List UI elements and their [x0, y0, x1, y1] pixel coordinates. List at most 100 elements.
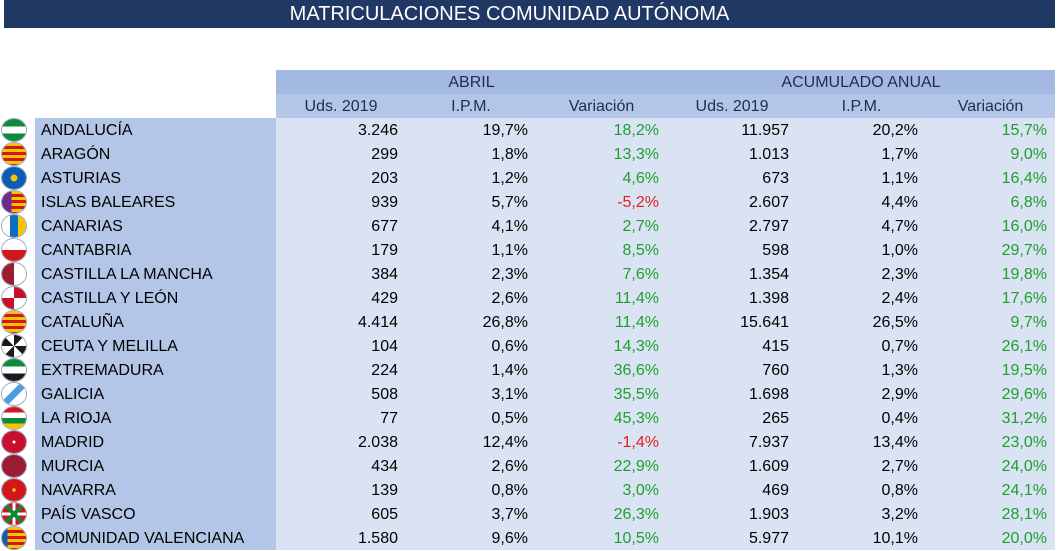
table-row: ISLAS BALEARES 939 5,7% -5,2% 2.607 4,4% 6,8% [0, 190, 1058, 214]
cell-acc-uds: 1.013 [667, 142, 797, 166]
cell-acc-uds: 15.641 [667, 310, 797, 334]
cell-uds: 224 [276, 358, 406, 382]
cell-acc-ipm: 0,8% [797, 478, 926, 502]
table-row: PAÍS VASCO 605 3,7% 26,3% 1.903 3,2% 28,1% [0, 502, 1058, 526]
cell-var: 36,6% [536, 358, 667, 382]
cell-acc-var: 19,5% [926, 358, 1055, 382]
cell-var: 3,0% [536, 478, 667, 502]
cell-acc-var: 20,0% [926, 526, 1055, 550]
cell-acc-ipm: 4,7% [797, 214, 926, 238]
cell-uds: 434 [276, 454, 406, 478]
column-header: Variación [926, 94, 1055, 118]
cell-acc-ipm: 0,7% [797, 334, 926, 358]
cell-ipm: 19,7% [406, 118, 536, 142]
cell-uds: 3.246 [276, 118, 406, 142]
aragon-flag-icon [2, 143, 26, 165]
cell-acc-var: 16,0% [926, 214, 1055, 238]
pais-vasco-flag-icon [2, 503, 26, 525]
galicia-flag-icon [2, 383, 26, 405]
cell-ipm: 1,4% [406, 358, 536, 382]
cell-acc-uds: 5.977 [667, 526, 797, 550]
cell-acc-uds: 7.937 [667, 430, 797, 454]
region-name: ARAGÓN [35, 142, 276, 166]
cell-ipm: 1,1% [406, 238, 536, 262]
cell-acc-ipm: 2,7% [797, 454, 926, 478]
la-rioja-flag-icon [2, 407, 26, 429]
cell-uds: 299 [276, 142, 406, 166]
cell-acc-var: 23,0% [926, 430, 1055, 454]
region-name: CASTILLA Y LEÓN [35, 286, 276, 310]
cell-var: -5,2% [536, 190, 667, 214]
column-header: I.P.M. [797, 94, 926, 118]
cell-ipm: 1,2% [406, 166, 536, 190]
cell-acc-ipm: 2,3% [797, 262, 926, 286]
cell-uds: 139 [276, 478, 406, 502]
region-name: MURCIA [35, 454, 276, 478]
cell-ipm: 1,8% [406, 142, 536, 166]
registrations-table: ABRIL ACUMULADO ANUAL Uds. 2019 I.P.M. V… [0, 70, 1058, 550]
cell-acc-var: 26,1% [926, 334, 1055, 358]
cell-uds: 203 [276, 166, 406, 190]
page-title: MATRICULACIONES COMUNIDAD AUTÓNOMA [4, 0, 1055, 28]
cell-ipm: 0,8% [406, 478, 536, 502]
cell-uds: 384 [276, 262, 406, 286]
cell-acc-ipm: 1,3% [797, 358, 926, 382]
column-header: Uds. 2019 [667, 94, 797, 118]
cell-acc-ipm: 1,1% [797, 166, 926, 190]
table-row: ASTURIAS 203 1,2% 4,6% 673 1,1% 16,4% [0, 166, 1058, 190]
cell-uds: 104 [276, 334, 406, 358]
cell-uds: 939 [276, 190, 406, 214]
cell-acc-ipm: 2,9% [797, 382, 926, 406]
cell-acc-var: 15,7% [926, 118, 1055, 142]
cell-acc-uds: 2.607 [667, 190, 797, 214]
cell-acc-uds: 265 [667, 406, 797, 430]
cell-ipm: 0,6% [406, 334, 536, 358]
cell-acc-ipm: 0,4% [797, 406, 926, 430]
cell-var: 4,6% [536, 166, 667, 190]
cell-uds: 429 [276, 286, 406, 310]
cell-var: 11,4% [536, 310, 667, 334]
cell-acc-var: 28,1% [926, 502, 1055, 526]
asturias-flag-icon [2, 167, 26, 189]
region-name: COMUNIDAD VALENCIANA [35, 526, 276, 550]
canarias-flag-icon [2, 215, 26, 237]
table-row: CASTILLA LA MANCHA 384 2,3% 7,6% 1.354 2,3% 19… [0, 262, 1058, 286]
table-row: CASTILLA Y LEÓN 429 2,6% 11,4% 1.398 2,4% 17,6… [0, 286, 1058, 310]
cell-acc-uds: 673 [667, 166, 797, 190]
cell-uds: 179 [276, 238, 406, 262]
cell-ipm: 4,1% [406, 214, 536, 238]
castilla-la-mancha-flag-icon [2, 263, 26, 285]
cell-acc-var: 9,7% [926, 310, 1055, 334]
cell-ipm: 2,3% [406, 262, 536, 286]
table-row: LA RIOJA 77 0,5% 45,3% 265 0,4% 31,2% [0, 406, 1058, 430]
cell-acc-ipm: 10,1% [797, 526, 926, 550]
cell-var: 2,7% [536, 214, 667, 238]
cell-acc-uds: 415 [667, 334, 797, 358]
region-name: ANDALUCÍA [35, 118, 276, 142]
cell-acc-ipm: 4,4% [797, 190, 926, 214]
cell-ipm: 3,1% [406, 382, 536, 406]
castilla-y-leon-flag-icon [2, 287, 26, 309]
madrid-flag-icon [2, 431, 26, 453]
cell-var: 22,9% [536, 454, 667, 478]
cell-acc-var: 19,8% [926, 262, 1055, 286]
cell-var: 14,3% [536, 334, 667, 358]
cell-ipm: 12,4% [406, 430, 536, 454]
region-name: NAVARRA [35, 478, 276, 502]
table-row: CANTABRIA 179 1,1% 8,5% 598 1,0% 29,7% [0, 238, 1058, 262]
cell-var: 26,3% [536, 502, 667, 526]
valencia-flag-icon [2, 527, 26, 549]
table-row: ARAGÓN 299 1,8% 13,3% 1.013 1,7% 9,0% [0, 142, 1058, 166]
cell-acc-var: 29,7% [926, 238, 1055, 262]
group-header-acumulado: ACUMULADO ANUAL [667, 70, 1055, 94]
cell-var: 13,3% [536, 142, 667, 166]
column-header: Uds. 2019 [276, 94, 406, 118]
baleares-flag-icon [2, 191, 26, 213]
cell-var: 35,5% [536, 382, 667, 406]
cell-acc-var: 31,2% [926, 406, 1055, 430]
region-name: CATALUÑA [35, 310, 276, 334]
andalucia-flag-icon [2, 119, 26, 141]
cantabria-flag-icon [2, 239, 26, 261]
cell-acc-var: 24,1% [926, 478, 1055, 502]
table-row: GALICIA 508 3,1% 35,5% 1.698 2,9% 29,6% [0, 382, 1058, 406]
